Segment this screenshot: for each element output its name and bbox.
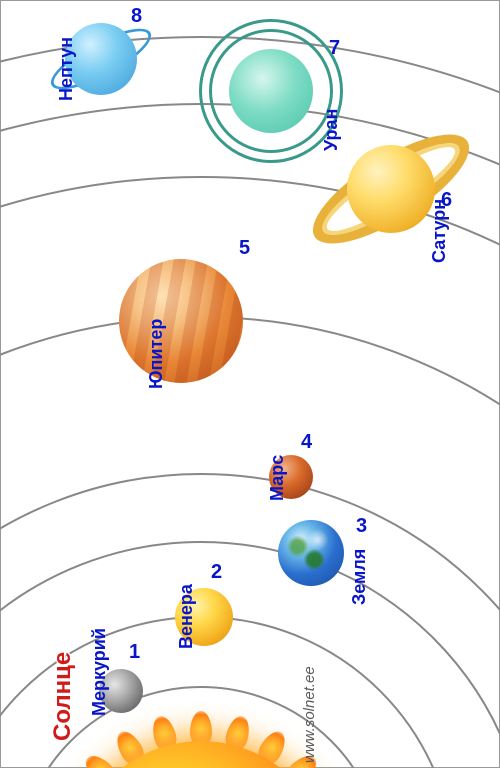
watermark: www.solnet.ee <box>301 666 318 763</box>
jupiter-number: 5 <box>239 237 250 260</box>
jupiter-name: Юпитер <box>146 319 167 389</box>
neptune-name: Нептун <box>56 37 77 101</box>
uranus-number: 7 <box>329 37 340 60</box>
planet-uranus <box>229 49 313 133</box>
mars-name: Марс <box>267 455 288 501</box>
planet-saturn <box>347 145 435 233</box>
planet-earth-overlay <box>278 520 344 586</box>
mercury-number: 1 <box>129 641 140 664</box>
venus-name: Венера <box>176 584 197 649</box>
sun-label: Солнце <box>49 652 77 741</box>
saturn-name: Сатурн <box>429 199 450 263</box>
uranus-name: Уран <box>321 109 342 151</box>
earth-name: Земля <box>349 549 370 605</box>
mercury-name: Меркурий <box>89 628 110 716</box>
neptune-number: 8 <box>131 5 142 28</box>
mars-number: 4 <box>301 431 312 454</box>
venus-number: 2 <box>211 561 222 584</box>
planet-jupiter-bands <box>119 259 243 383</box>
earth-number: 3 <box>356 515 367 538</box>
solar-system-diagram: Солнце 1 Меркурий 2 Венера 3 Земля 4 Марс 5 Юпитер… <box>0 0 500 768</box>
